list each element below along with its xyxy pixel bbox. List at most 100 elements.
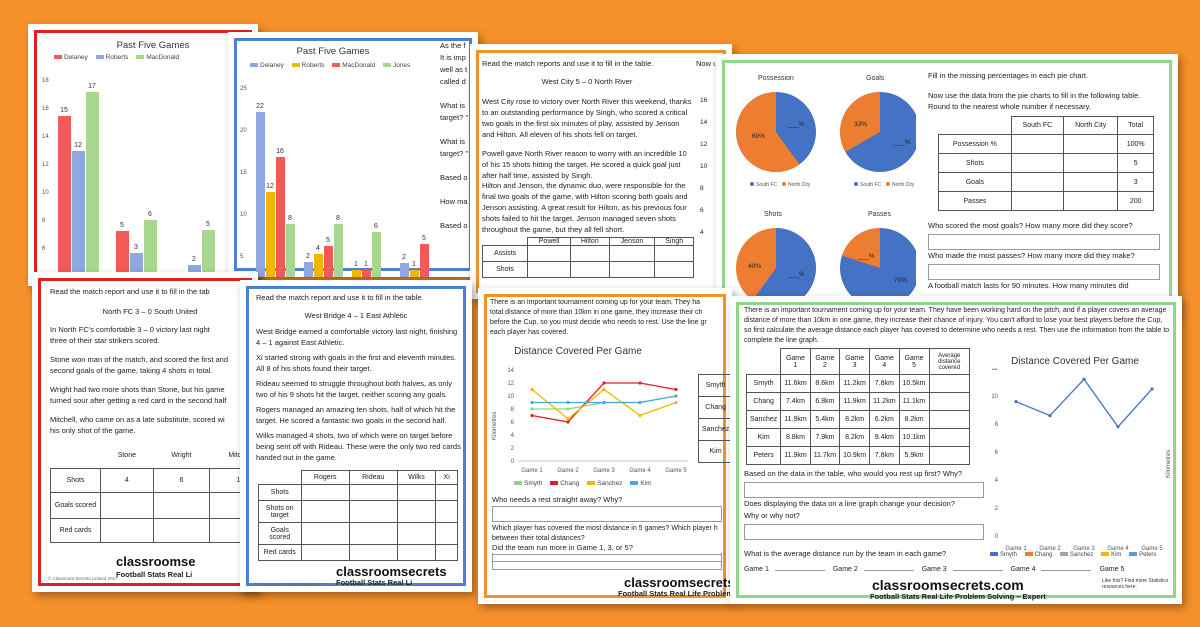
- x-tick: Game 4: [1107, 546, 1129, 552]
- answer-cell[interactable]: [569, 261, 610, 278]
- x-tick: Game 3: [593, 468, 615, 474]
- answer-cell[interactable]: [396, 484, 437, 501]
- bar: [400, 263, 409, 277]
- answer-cell[interactable]: [348, 522, 398, 545]
- answer-cell[interactable]: [527, 245, 571, 262]
- data-point: [674, 387, 678, 392]
- y-tick: 6: [42, 246, 46, 252]
- answer-cell[interactable]: [396, 500, 437, 523]
- x-tick: Game 3: [1073, 546, 1095, 552]
- data-label: 2: [402, 254, 406, 261]
- bar: [352, 270, 361, 277]
- answer-cell[interactable]: [654, 245, 694, 262]
- answer-cell[interactable]: [1010, 172, 1064, 192]
- footer-note[interactable]: Like this? Find more Statistics resource…: [1102, 578, 1169, 590]
- data-label: 8: [336, 215, 340, 222]
- answer-cell[interactable]: [348, 544, 398, 561]
- data-point: [530, 387, 534, 392]
- data-point: [602, 387, 606, 392]
- pie-label: ___%: [787, 271, 805, 278]
- answer-cell[interactable]: [300, 522, 350, 545]
- answer-cell[interactable]: [300, 544, 350, 561]
- answer-cell[interactable]: [608, 245, 656, 262]
- answer-box[interactable]: [744, 524, 984, 540]
- bar: [266, 192, 275, 277]
- answer-cell[interactable]: [928, 374, 970, 393]
- answer-cell[interactable]: [152, 491, 211, 519]
- legend-item: North City: [788, 182, 811, 188]
- data-label: 5: [206, 221, 210, 228]
- report-paragraph: Powell gave North River reason to worry …: [482, 149, 687, 180]
- answer-cell[interactable]: [435, 500, 458, 523]
- answer-cell[interactable]: [928, 392, 970, 411]
- answer-cell[interactable]: [1010, 191, 1064, 211]
- answer-cell[interactable]: [100, 517, 154, 543]
- y-tick: 10: [991, 394, 998, 400]
- y-tick: 4: [511, 433, 515, 439]
- y-tick: 12: [991, 368, 998, 372]
- answer-cell[interactable]: [435, 544, 458, 561]
- answer-cell[interactable]: [1062, 172, 1119, 192]
- stats-table: Powell Hilton Jenson Singh Assists Shots: [481, 237, 694, 278]
- question: Who made the most passes? How many more …: [928, 251, 1135, 260]
- answer-cell[interactable]: [348, 484, 398, 501]
- bar: [314, 254, 323, 277]
- answer-cell[interactable]: [928, 428, 970, 447]
- answer-cell[interactable]: [1010, 134, 1064, 154]
- answer-cell[interactable]: [654, 261, 694, 278]
- series-line-sanchez: [531, 388, 677, 420]
- answer-cell[interactable]: [1010, 153, 1064, 173]
- answer-cell[interactable]: [928, 410, 970, 429]
- answer-cell[interactable]: [527, 261, 571, 278]
- bar: [72, 151, 85, 286]
- x-tick: Game 4: [629, 468, 651, 474]
- question: A football match lasts for 90 minutes. H…: [928, 281, 1129, 290]
- copyright: © Classroom Secrets Limited 2017: [48, 576, 118, 581]
- answer-box[interactable]: [928, 264, 1160, 280]
- report-heading: North FC 3 – 0 South United: [102, 307, 198, 316]
- question: What is the average distance run by the …: [744, 549, 947, 558]
- answer-cell[interactable]: [928, 446, 970, 465]
- bar: [362, 270, 371, 277]
- subtitle: Football Stats Real Life Problem: [618, 589, 732, 598]
- bar-chart: 25 20 15 10 5 22 12 16 8 2 4 5 8 1 1: [240, 86, 429, 277]
- pie-title: Passes: [868, 211, 891, 218]
- x-tick: Game 5: [1141, 546, 1163, 552]
- answer-cell[interactable]: [396, 544, 437, 561]
- answer-cell[interactable]: [1062, 153, 1119, 173]
- chart-title: Past Five Games: [296, 46, 370, 57]
- answer-box[interactable]: [928, 234, 1160, 250]
- answer-cell[interactable]: [300, 484, 350, 501]
- answer-cell[interactable]: [1062, 134, 1119, 154]
- x-tick: Game 2: [557, 468, 579, 474]
- card-past-five-games-blue: Past Five Games Delaney Roberts MacDonal…: [228, 32, 478, 277]
- data-label: 1: [364, 261, 368, 268]
- instruction: Read the match reports and use it to fil…: [482, 59, 654, 68]
- answer-box[interactable]: [744, 482, 984, 498]
- bar: [304, 262, 313, 277]
- report-paragraph: Rideau seemed to struggle throughout bot…: [256, 379, 452, 399]
- data-point: [566, 400, 570, 405]
- answer-box[interactable]: [492, 554, 722, 570]
- line-chart: 12 10 8 6 4 2 0 Kilometres Game 1 Game 2…: [991, 368, 1172, 552]
- y-tick: 10: [507, 394, 514, 400]
- data-label: 5: [422, 235, 426, 242]
- answer-cell[interactable]: [435, 522, 458, 545]
- answer-cell[interactable]: [608, 261, 656, 278]
- data-point: [1150, 387, 1154, 391]
- answer-cell[interactable]: [396, 522, 437, 545]
- answer-cell[interactable]: [348, 500, 398, 523]
- answer-cell[interactable]: [300, 500, 350, 523]
- answer-cell[interactable]: [100, 491, 154, 519]
- answer-box[interactable]: [492, 506, 722, 522]
- question: Did the team run more in Game 1, 3, or 5…: [492, 542, 722, 553]
- data-label: 16: [276, 148, 284, 155]
- y-tick: 25: [240, 86, 247, 92]
- y-tick: 4: [995, 478, 999, 484]
- answer-cell[interactable]: [1062, 191, 1119, 211]
- distance-table: Game 1 Game 2 Game 3 Game 4 Game 5 Average di…: [745, 348, 970, 465]
- answer-cell[interactable]: [435, 484, 458, 501]
- answer-cell[interactable]: [152, 517, 211, 543]
- answer-cell[interactable]: [569, 245, 610, 262]
- pie-label: 40%: [748, 263, 761, 270]
